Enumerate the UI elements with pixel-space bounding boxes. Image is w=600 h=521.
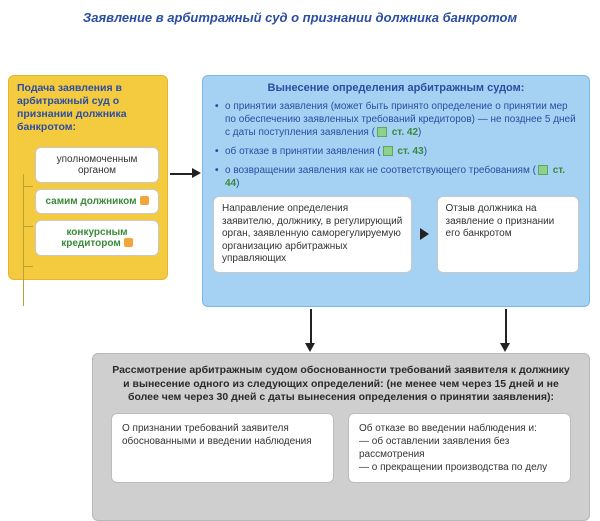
review-panel: Рассмотрение арбитражным судом обоснован…: [92, 353, 590, 521]
outcome-accept-box: О признании требований заявителя обоснов…: [111, 413, 334, 483]
doc-icon: [383, 146, 393, 156]
doc-icon: [538, 165, 548, 175]
review-heading: Рассмотрение арбитражным судом обоснован…: [101, 360, 581, 413]
ruling-bullet: о возвращении заявления как не соответст…: [215, 164, 577, 190]
doc-icon: [377, 127, 387, 137]
outcome-refuse-box: Об отказе во введении наблюдения и: — об…: [348, 413, 571, 483]
applicant-label: конкурсным кредитором: [61, 227, 127, 249]
tree-branch: [23, 226, 33, 227]
note-icon: [140, 196, 149, 205]
applicant-label: самим должником: [45, 196, 136, 207]
note-icon: [124, 238, 133, 247]
applicant-label: уполномоченным органом: [57, 154, 138, 176]
send-ruling-box: Направление определения заявителю, должн…: [213, 196, 412, 273]
applicant-option: уполномоченным органом: [35, 147, 159, 183]
applicant-option: самим должником: [35, 189, 159, 214]
filing-heading: Подача заявления в арбитражный суд о при…: [17, 82, 159, 135]
page-title: Заявление в арбитражный суд о признании …: [0, 0, 600, 33]
ruling-panel: Вынесение определения арбитражным судом:…: [202, 75, 590, 307]
debtor-response-box: Отзыв должника на заявление о признании …: [437, 196, 579, 273]
ruling-bullet-list: о принятии заявления (может быть принято…: [211, 100, 581, 190]
ruling-bullet: о принятии заявления (может быть принято…: [215, 100, 577, 139]
arrow-inner-icon: [420, 228, 429, 240]
review-inner-row: О признании требований заявителя обоснов…: [101, 413, 581, 483]
filing-panel: Подача заявления в арбитражный суд о при…: [8, 75, 168, 280]
flowchart-canvas: Подача заявления в арбитражный суд о при…: [0, 33, 600, 493]
tree-branch: [23, 186, 33, 187]
ruling-inner-row: Направление определения заявителю, должн…: [213, 196, 579, 273]
applicant-option: конкурсным кредитором: [35, 220, 159, 256]
ruling-heading: Вынесение определения арбитражным судом:: [211, 82, 581, 94]
tree-connector: [23, 174, 24, 306]
tree-branch: [23, 266, 33, 267]
ruling-bullet: об отказе в принятии заявления ( ст. 43): [215, 145, 577, 158]
